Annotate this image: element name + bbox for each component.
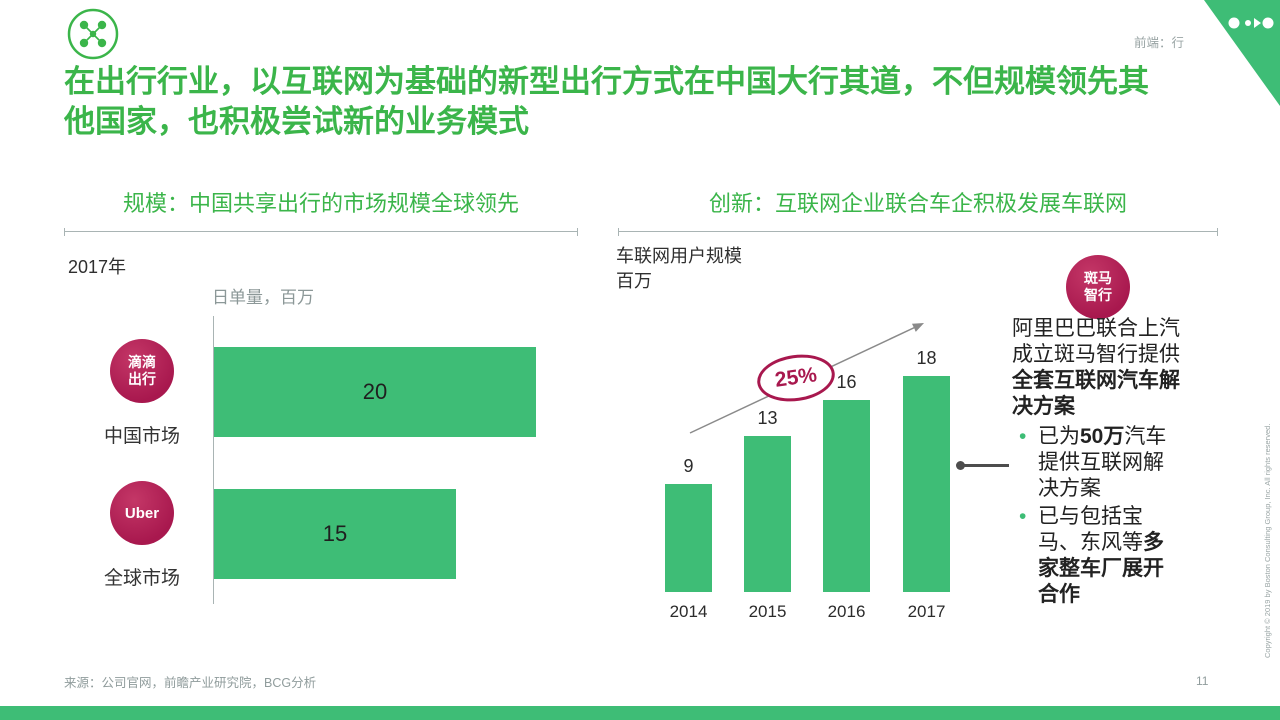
h-bar: 15 [214, 489, 456, 579]
v-bar: 18 [903, 348, 950, 592]
bar-value-label: 15 [322, 521, 348, 546]
annotation-bullet: 已与包括宝马、东风等多家整车厂展开合作 [1012, 504, 1196, 608]
connector-line [963, 464, 1009, 467]
x-tick-label: 2016 [827, 602, 866, 621]
slide-title-line2: 他国家，也积极尝试新的业务模式 [64, 104, 529, 139]
header-note: 前端：行 [1134, 36, 1185, 50]
badge-label-line1: 斑马 [1084, 270, 1112, 286]
slide-title: 在出行行业，以互联网为基础的新型出行方式在中国大行其道，不但规模领先其 他国家，… [64, 62, 1199, 142]
bottom-accent-bar [0, 706, 1280, 720]
right-section-heading: 创新：互联网企业联合车企积极发展车联网 [708, 191, 1127, 216]
badge-label-line1: Uber [124, 504, 160, 522]
annotation-intro: 阿里巴巴联合上汽成立斑马智行提供全套互联网汽车解决方案 [1012, 316, 1196, 420]
v-bar: 16 [823, 372, 870, 592]
bar-value-label: 9 [683, 456, 694, 476]
v-bar: 13 [744, 408, 791, 592]
right-chart-title-line2: 百万 [616, 271, 652, 291]
source-note: 来源：公司官网，前瞻产业研究院，BCG分析 [64, 676, 317, 690]
bullet-text-bold: 多家整车厂展开合作 [1038, 531, 1164, 606]
copyright-note: Copyright © 2019 by Boston Consulting Gr… [1263, 423, 1272, 658]
bar-value-label: 20 [362, 379, 388, 404]
left-chart-year: 2017年 [68, 257, 127, 277]
badge-label-line1: 滴滴 [128, 354, 156, 370]
annotation-intro-normal: 阿里巴巴联合上汽成立斑马智行提供 [1012, 317, 1180, 366]
bullet-text-bold: 50万 [1080, 425, 1125, 448]
x-tick-label: 2015 [748, 602, 787, 621]
banma-badge: 斑马 智行 [1066, 255, 1130, 319]
slide-title-line1: 在出行行业，以互联网为基础的新型出行方式在中国大行其道，不但规模领先其 [64, 64, 1149, 99]
annotation-intro-bold: 全套互联网汽车解决方案 [1012, 369, 1180, 418]
right-chart-title-line1: 车联网用户规模 [616, 246, 742, 266]
page-number: 11 [1196, 674, 1209, 688]
h-bar: 20 [214, 347, 536, 437]
left-chart-axis-line [213, 316, 214, 604]
right-divider [618, 227, 1218, 236]
bullet-text-pre: 已与包括宝马、东风等 [1038, 505, 1143, 554]
bullet-text-post: 汽车提供互联网解决方案 [1038, 425, 1167, 500]
left-divider [64, 227, 578, 236]
left-category-label: 中国市场 [103, 426, 180, 447]
left-chart-unit-label: 日单量，百万 [212, 288, 314, 307]
corner-brand-triangle [1204, 0, 1280, 106]
x-tick-label: 2014 [669, 602, 708, 621]
bar-value-label: 16 [836, 372, 857, 392]
left-section-heading: 规模：中国共享出行的市场规模全球领先 [122, 191, 519, 216]
uber-badge: Uber [110, 481, 174, 545]
left-category-label: 全球市场 [103, 568, 180, 589]
badge-label-line2: 出行 [128, 371, 156, 387]
bullet-text-pre: 已为 [1038, 425, 1080, 448]
bar-value-label: 18 [916, 348, 937, 368]
connector-dot [956, 461, 965, 470]
didi-badge: 滴滴 出行 [110, 339, 174, 403]
v-bar: 9 [665, 456, 712, 592]
right-chart: 9 13 16 18 2014 2015 2016 2017 [616, 320, 1016, 621]
corner-logo-icon [1228, 17, 1274, 29]
company-logo-icon [67, 8, 119, 60]
badge-label-line2: 智行 [1084, 287, 1112, 303]
annotation-bullet: 已为50万汽车提供互联网解决方案 [1012, 424, 1196, 502]
annotation-text: 阿里巴巴联合上汽成立斑马智行提供全套互联网汽车解决方案 已为50万汽车提供互联网… [1012, 316, 1196, 608]
right-chart-title: 车联网用户规模 百万 [616, 244, 742, 294]
bar-value-label: 13 [757, 408, 778, 428]
x-tick-label: 2017 [907, 602, 946, 621]
